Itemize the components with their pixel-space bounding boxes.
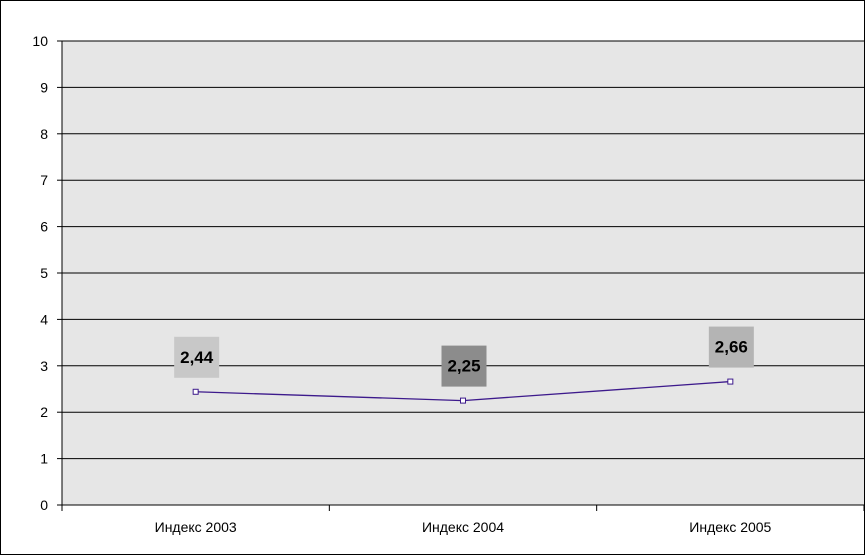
x-axis: Индекс 2003 Индекс 2004 Индекс 2005 [61,41,865,535]
data-label-background [174,336,220,378]
y-tick-label: 2 [40,404,48,420]
y-axis-ticks: 0 1 2 3 4 5 6 7 8 9 10 [32,33,62,513]
y-tick-label: 10 [32,33,48,49]
y-tick-label: 0 [40,497,48,513]
data-point-marker [460,397,466,404]
x-category-label: Индекс 2004 [422,519,504,535]
data-label-background [708,326,754,368]
data-label: 2,44 [180,348,214,367]
y-tick-label: 9 [40,79,48,95]
y-tick-label: 4 [40,311,48,327]
x-category-label: Индекс 2003 [155,519,237,535]
y-tick-label: 1 [40,451,48,467]
y-tick-label: 8 [40,126,48,142]
data-labels: 2,44 2,25 2,66 [174,326,754,387]
data-label: 2,25 [447,357,480,376]
data-point-marker [192,388,199,395]
data-point-marker [727,378,734,385]
data-label: 2,66 [715,338,748,357]
y-tick-label: 6 [40,219,48,235]
y-tick-label: 3 [40,358,48,374]
series-layer [192,378,734,404]
y-tick-label: 7 [40,172,48,188]
y-tick-label: 5 [40,265,48,281]
x-category-label: Индекс 2005 [689,519,771,535]
data-label-background [441,345,487,387]
